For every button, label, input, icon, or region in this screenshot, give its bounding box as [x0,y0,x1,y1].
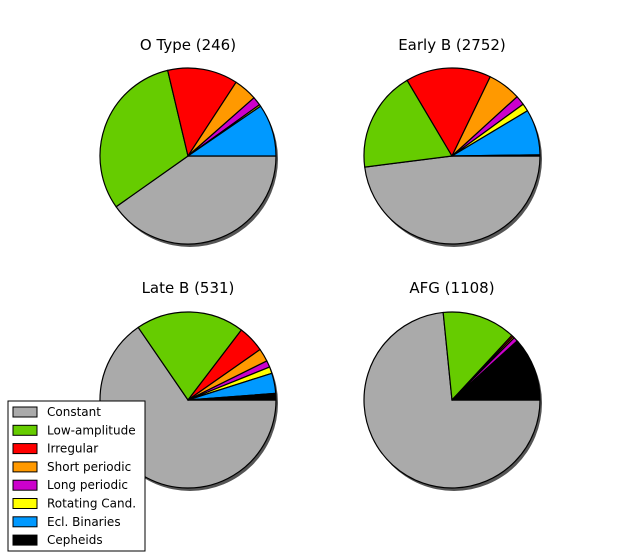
legend-label-constant: Constant [47,405,101,419]
pie-slice-constant [115,155,277,245]
legend-swatch-irregular [12,443,38,455]
legend-swatch-long-periodic [12,479,38,491]
legend-label-long-periodic: Long periodic [47,478,128,492]
titles-layer: O Type (246) Early B (2752) Late B (531)… [140,36,506,297]
pie-slice-low-amplitude [137,311,242,401]
pie-title-late-b: Late B (531) [142,279,235,297]
legend-swatch-constant [12,406,38,418]
pie-slice-low-amplitude [363,79,453,168]
legend-label-rotating-cand: Rotating Cand. [47,497,136,511]
legend-label-ecl-binaries: Ecl. Binaries [47,515,121,529]
pie-slice-low-amplitude [99,69,189,208]
legend: Constant Low-amplitude Irregular Short peri… [7,400,146,552]
legend-swatch-short-periodic [12,461,38,473]
legend-swatch-cepheids [12,534,38,546]
pie-slice-cepheids [451,154,541,157]
legend-swatch-low-amplitude [12,424,38,436]
pie-o-type [99,67,278,247]
pie-slice-cepheids [187,392,277,401]
legend-entries: Constant Low-amplitude Irregular Short peri… [12,405,136,547]
pie-slice-irregular [167,67,237,157]
pie-title-afg: AFG (1108) [409,279,494,297]
legend-label-low-amplitude: Low-amplitude [47,423,136,437]
pie-title-o-type: O Type (246) [140,36,236,54]
legend-swatch-rotating-cand [12,498,38,509]
pie-slice-constant [364,155,541,245]
pie-title-early-b: Early B (2752) [398,36,506,54]
legend-label-short-periodic: Short periodic [47,460,131,474]
pie-slice-irregular [406,67,491,157]
legend-label-cepheids: Cepheids [47,533,103,547]
pie-slice-cepheids [451,341,541,401]
pie-slice-low-amplitude [442,311,513,401]
legend-label-irregular: Irregular [47,442,98,456]
pie-early-b [363,67,542,247]
pie-slice-ecl-binaries [187,105,277,157]
legend-swatch-ecl-binaries [12,516,38,528]
pie-afg [363,311,542,491]
